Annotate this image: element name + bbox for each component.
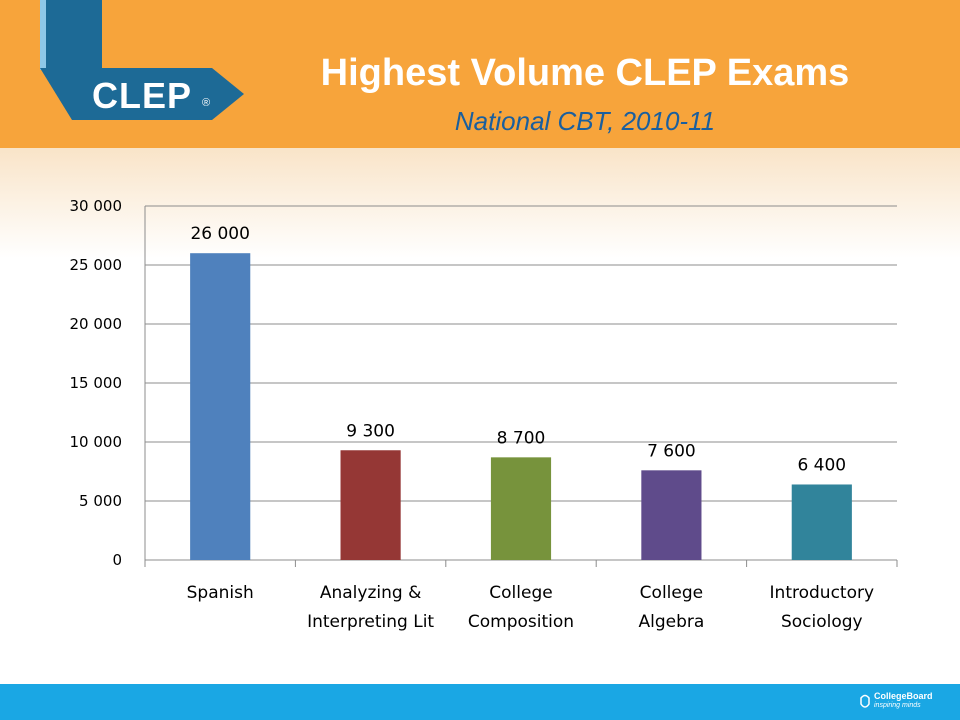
bar <box>641 470 702 560</box>
bar <box>791 484 852 560</box>
collegeboard-logo: CollegeBoard inspiring minds <box>858 690 950 714</box>
y-tick-label: 5 000 <box>79 492 122 510</box>
y-tick-label: 30 000 <box>70 197 123 215</box>
brand-name: CollegeBoard <box>874 691 933 701</box>
page-subtitle: National CBT, 2010-11 <box>454 106 716 136</box>
data-label: 9 300 <box>346 421 395 441</box>
logo-text: CLEP <box>92 75 192 116</box>
logo-registered-mark: ® <box>202 97 210 109</box>
y-tick-label: 15 000 <box>70 374 123 392</box>
bar <box>190 253 251 560</box>
data-label: 8 700 <box>497 428 546 448</box>
category-label: Sociology <box>781 612 863 632</box>
bar <box>340 450 401 560</box>
y-tick-label: 20 000 <box>70 315 123 333</box>
bar-chart: 0 5 000 10 000 15 000 20 000 25 000 30 000 26 0… <box>70 197 898 632</box>
category-label: College <box>489 583 552 603</box>
footer-bar <box>0 684 960 720</box>
category-label: Interpreting Lit <box>307 612 434 632</box>
data-label: 6 400 <box>797 455 846 475</box>
clep-logo: CLEP ® <box>40 0 244 120</box>
y-tick-label: 0 <box>112 551 122 569</box>
category-label: Spanish <box>187 583 254 603</box>
page-title: Highest Volume CLEP Exams <box>320 52 850 94</box>
category-label: Analyzing & <box>320 583 421 603</box>
logo-banner <box>40 68 244 120</box>
data-label: 7 600 <box>647 441 696 461</box>
y-tick-label: 25 000 <box>70 256 123 274</box>
category-label: Composition <box>468 612 574 632</box>
header-fade <box>0 148 960 258</box>
data-label: 26 000 <box>190 224 249 244</box>
category-label: College <box>640 583 703 603</box>
category-label: Introductory <box>770 583 875 603</box>
logo-tab <box>40 0 102 70</box>
category-label: Algebra <box>638 612 704 632</box>
acorn-icon <box>860 694 870 708</box>
y-tick-label: 10 000 <box>70 433 123 451</box>
bar <box>490 457 552 560</box>
brand-tagline: inspiring minds <box>874 702 921 709</box>
logo-tab-stripe <box>40 0 46 70</box>
